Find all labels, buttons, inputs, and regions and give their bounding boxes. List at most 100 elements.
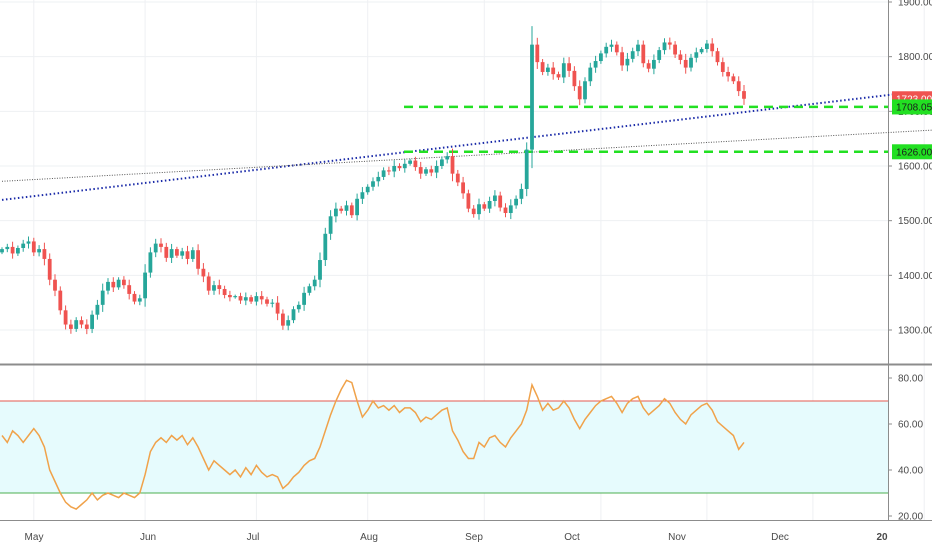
candle-up — [302, 292, 306, 305]
candle-down — [185, 251, 190, 259]
candle-up — [291, 309, 296, 321]
candle-down — [614, 44, 619, 53]
candle-down — [567, 63, 571, 71]
candle-up — [625, 58, 630, 66]
candle-down — [397, 166, 402, 169]
candle-up — [116, 279, 121, 288]
rsi-tick-label: 80.00 — [898, 374, 923, 385]
candle-up — [254, 296, 259, 302]
candle-down — [175, 249, 179, 256]
candle-up — [561, 63, 566, 78]
rsi-series — [1, 379, 745, 510]
candle-down — [79, 320, 84, 325]
candle-up — [546, 67, 550, 72]
candle-down — [556, 74, 561, 78]
candle-up — [365, 186, 370, 193]
candle-down — [466, 193, 471, 209]
candle-up — [652, 59, 656, 69]
time-tick-label: Nov — [668, 532, 686, 543]
time-tick-label: Jun — [140, 532, 156, 543]
candle-down — [673, 44, 677, 55]
candle-down — [10, 246, 15, 254]
candle-up — [487, 200, 492, 209]
candle-down — [339, 208, 344, 211]
candle-up — [402, 163, 407, 169]
candle-down — [47, 258, 52, 280]
candle-down — [646, 63, 651, 69]
candle-up — [440, 159, 444, 166]
candle-up — [630, 51, 635, 59]
candle-up — [662, 42, 667, 51]
candle-up — [493, 195, 497, 201]
support-price-badge-text: 1626.00 — [896, 147, 932, 158]
candle-down — [281, 313, 285, 326]
support-price-badge-text: 1708.05 — [896, 102, 932, 113]
candle-down — [275, 302, 280, 314]
candle-up — [705, 43, 709, 50]
candle-up — [408, 160, 412, 164]
candle-down — [667, 42, 672, 45]
candle-down — [540, 62, 545, 72]
candle-down — [736, 81, 741, 92]
candle-down — [265, 299, 269, 304]
candle-up — [95, 304, 100, 315]
candle-up — [190, 250, 195, 259]
candle-down — [387, 170, 391, 172]
time-tick-label: Dec — [771, 532, 789, 543]
trendline-layer[interactable] — [1, 92, 932, 201]
candle-up — [609, 44, 614, 47]
candle-down — [238, 296, 243, 301]
candle-down — [450, 156, 455, 174]
candle-down — [418, 167, 423, 174]
candle-down — [641, 44, 646, 64]
time-axis[interactable]: May Jun Jul Aug Sep Oct Nov Dec 20 — [25, 532, 888, 543]
rsi-tick-label: 60.00 — [898, 420, 923, 431]
candle-up — [328, 216, 333, 234]
time-tick-label: Sep — [465, 532, 483, 543]
candle-down — [58, 290, 63, 311]
candle-up — [593, 61, 598, 68]
candle-down — [63, 310, 68, 325]
candle-up — [392, 166, 397, 172]
candle-up — [318, 260, 322, 280]
candle-down — [132, 293, 137, 302]
candle-up — [16, 248, 20, 254]
rsi-tick-label: 20.00 — [898, 512, 923, 523]
candle-up — [583, 81, 587, 100]
candle-up — [434, 166, 439, 173]
candle-down — [159, 243, 163, 247]
candle-up — [286, 320, 291, 326]
candle-up — [323, 233, 328, 261]
candle-up — [424, 169, 428, 174]
candle-down — [249, 297, 253, 302]
candle-down — [455, 173, 460, 183]
price-tick-label: 1900.00 — [898, 0, 932, 9]
candle-up — [137, 298, 142, 302]
candle-down — [715, 51, 720, 63]
candle-up — [524, 149, 529, 189]
candle-down — [196, 250, 200, 269]
candle-up — [699, 49, 704, 53]
candle-up — [307, 286, 312, 293]
candle-up — [90, 314, 94, 329]
rsi-line — [1, 379, 745, 510]
candle-down — [349, 205, 354, 216]
candle-up — [106, 281, 110, 291]
candle-up — [0, 249, 4, 253]
ascending-trendline[interactable] — [1, 92, 904, 201]
candlestick-series — [0, 26, 746, 335]
candle-down — [742, 91, 746, 99]
candle-down — [42, 249, 47, 259]
candle-down — [84, 324, 89, 329]
candle-up — [381, 170, 386, 177]
price-tick-label: 1600.00 — [898, 162, 932, 173]
candle-down — [726, 71, 730, 77]
candle-up — [270, 302, 275, 304]
candle-down — [111, 281, 116, 288]
support-price-badge — [892, 99, 932, 115]
candle-up — [599, 53, 603, 62]
candle-down — [551, 67, 556, 75]
long-trendline[interactable] — [1, 125, 932, 182]
candle-up — [5, 246, 10, 250]
